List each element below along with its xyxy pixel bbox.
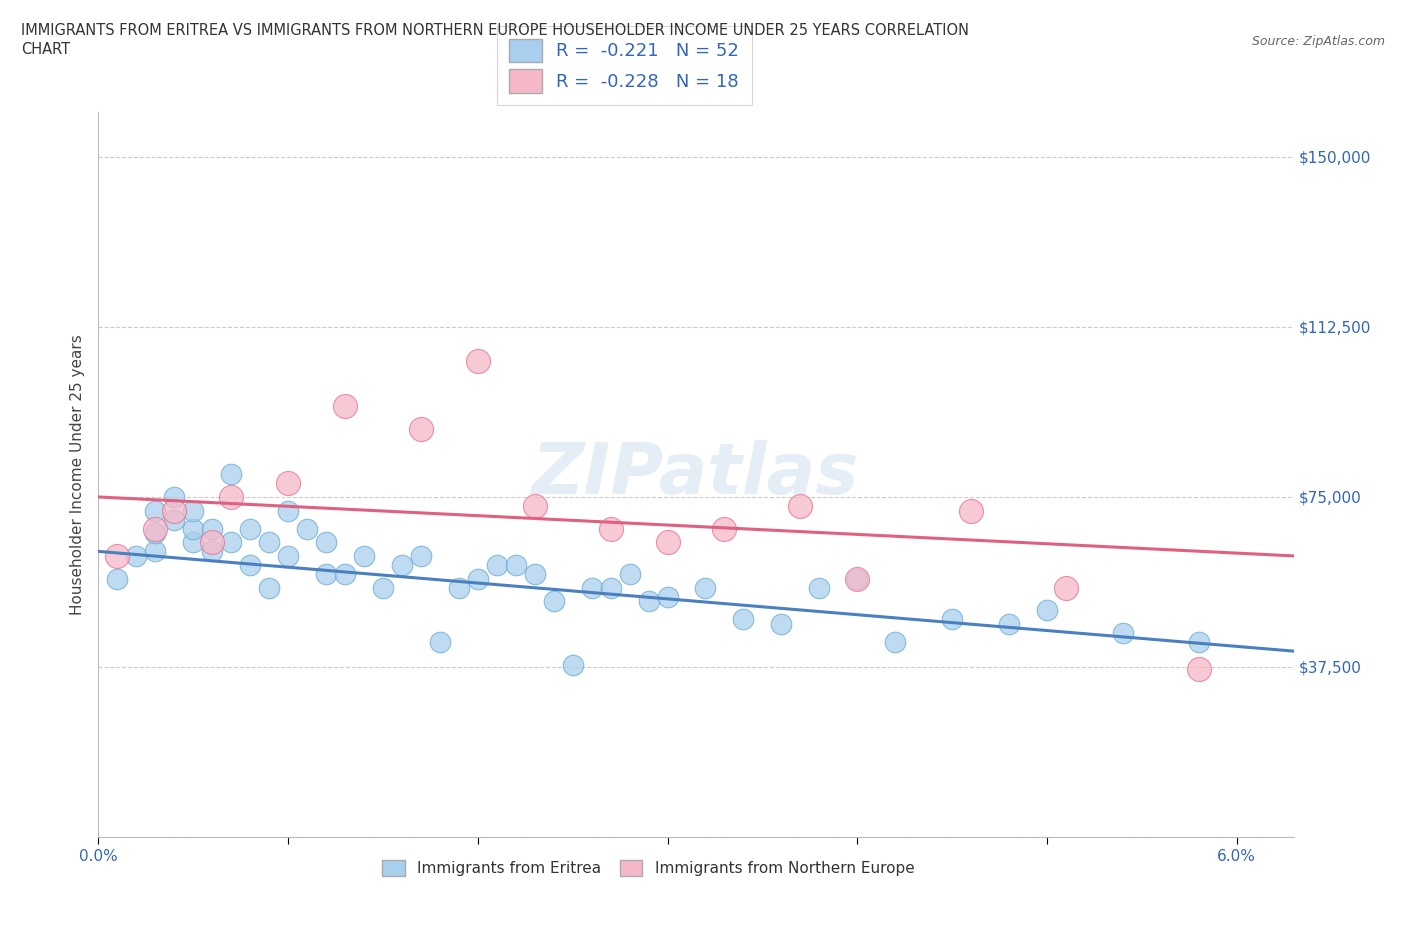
Point [125, 549, 148, 564]
Point [505, 558, 527, 573]
Point [219, 535, 242, 550]
Point [846, 571, 869, 586]
Point [239, 558, 262, 573]
Point [201, 521, 224, 536]
Point [941, 612, 963, 627]
Point [1188, 662, 1211, 677]
Point [163, 512, 186, 527]
Point [219, 467, 242, 482]
Point [485, 558, 508, 573]
Point [315, 566, 337, 581]
Point [770, 617, 793, 631]
Point [277, 503, 299, 518]
Text: CHART: CHART [21, 42, 70, 57]
Point [181, 503, 204, 518]
Legend: Immigrants from Eritrea, Immigrants from Northern Europe: Immigrants from Eritrea, Immigrants from… [374, 853, 922, 884]
Point [467, 353, 489, 368]
Point [391, 558, 413, 573]
Point [181, 535, 204, 550]
Point [105, 549, 128, 564]
Point [143, 544, 166, 559]
Point [429, 634, 451, 649]
Point [447, 580, 470, 595]
Point [1036, 603, 1059, 618]
Point [884, 634, 907, 649]
Point [143, 525, 166, 540]
Text: IMMIGRANTS FROM ERITREA VS IMMIGRANTS FROM NORTHERN EUROPE HOUSEHOLDER INCOME UN: IMMIGRANTS FROM ERITREA VS IMMIGRANTS FR… [21, 23, 969, 38]
Point [581, 580, 603, 595]
Point [163, 503, 186, 518]
Point [789, 498, 811, 513]
Text: Source: ZipAtlas.com: Source: ZipAtlas.com [1251, 35, 1385, 48]
Point [371, 580, 394, 595]
Point [181, 521, 204, 536]
Point [695, 580, 717, 595]
Point [998, 617, 1021, 631]
Point [733, 612, 755, 627]
Point [409, 549, 432, 564]
Point [333, 399, 356, 414]
Point [846, 571, 869, 586]
Point [333, 566, 356, 581]
Point [467, 571, 489, 586]
Point [143, 503, 166, 518]
Point [201, 535, 224, 550]
Point [277, 549, 299, 564]
Point [1188, 634, 1211, 649]
Point [353, 549, 375, 564]
Point [201, 544, 224, 559]
Point [523, 498, 546, 513]
Point [219, 489, 242, 504]
Point [657, 590, 679, 604]
Point [599, 521, 621, 536]
Point [143, 521, 166, 536]
Point [808, 580, 831, 595]
Point [239, 521, 262, 536]
Point [409, 421, 432, 436]
Point [1054, 580, 1077, 595]
Point [713, 521, 735, 536]
Text: ZIPatlas: ZIPatlas [533, 440, 859, 509]
Point [637, 594, 659, 609]
Point [105, 571, 128, 586]
Point [163, 489, 186, 504]
Point [543, 594, 565, 609]
Y-axis label: Householder Income Under 25 years: Householder Income Under 25 years [69, 334, 84, 615]
Point [619, 566, 641, 581]
Point [599, 580, 621, 595]
Point [277, 476, 299, 491]
Point [657, 535, 679, 550]
Point [295, 521, 318, 536]
Point [523, 566, 546, 581]
Point [1112, 626, 1135, 641]
Point [561, 658, 583, 672]
Point [960, 503, 983, 518]
Point [257, 580, 280, 595]
Point [257, 535, 280, 550]
Point [315, 535, 337, 550]
